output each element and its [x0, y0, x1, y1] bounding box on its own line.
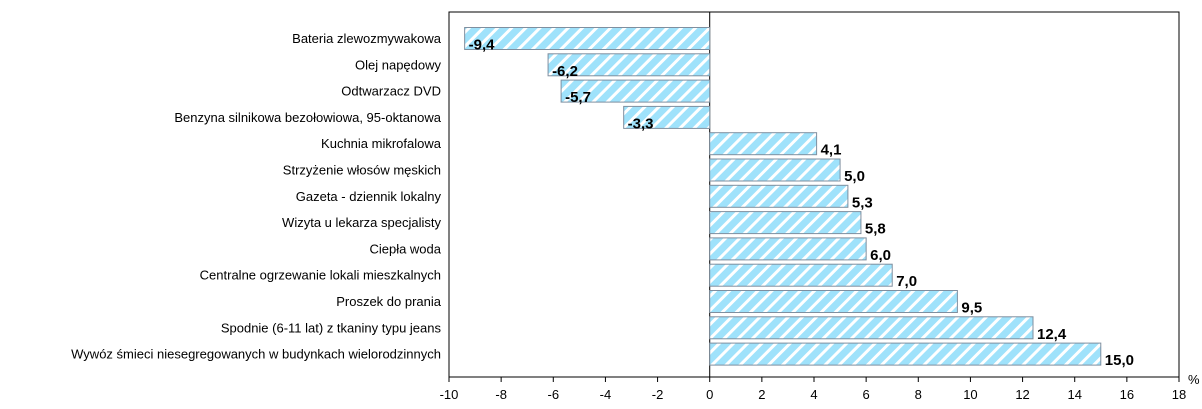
category-label: Ciepła woda [369, 241, 441, 256]
category-label: Bateria zlewozmywakowa [292, 31, 442, 46]
bar [709, 316, 1034, 340]
x-tick-label: -2 [652, 387, 664, 402]
value-label: 5,3 [852, 194, 873, 211]
value-label: 15,0 [1105, 352, 1134, 369]
value-label: 5,8 [865, 221, 886, 238]
bars-group [464, 27, 1102, 366]
x-tick-label: 4 [810, 387, 817, 402]
value-label: 5,0 [844, 168, 865, 185]
bar [709, 158, 841, 182]
category-label: Kuchnia mikrofalowa [321, 136, 442, 151]
category-label: Centralne ogrzewanie lokali mieszkalnych [200, 268, 441, 283]
bar [709, 290, 958, 313]
bar [560, 79, 711, 103]
category-label: Wizyta u lekarza specjalisty [282, 215, 441, 230]
x-tick-label: 6 [863, 387, 870, 402]
x-tick-label: -6 [548, 387, 560, 402]
x-tick-label: 14 [1067, 387, 1081, 402]
value-label: -9,4 [469, 37, 496, 54]
x-tick-label: 2 [758, 387, 765, 402]
bar [623, 105, 711, 129]
category-labels-group: Bateria zlewozmywakowa Olej napędowy Odtwa… [71, 31, 442, 362]
value-label: 6,0 [870, 247, 891, 264]
category-label: Proszek do prania [336, 294, 442, 309]
x-tick-label: 8 [915, 387, 922, 402]
x-axis: -10 -8 -6 -4 -2 0 2 4 6 8 10 12 14 16 18 [440, 377, 1186, 402]
x-tick-label: -8 [495, 387, 507, 402]
bar [709, 263, 893, 287]
value-label: 7,0 [896, 273, 917, 290]
x-axis-unit-label: % [1188, 372, 1200, 387]
category-label: Spodnie (6-11 lat) z tkaniny typu jeans [221, 320, 442, 335]
category-label: Gazeta - dziennik lokalny [296, 189, 442, 204]
value-label: -3,3 [628, 115, 654, 132]
value-label: -5,7 [565, 89, 591, 106]
value-label: 9,5 [961, 300, 982, 317]
category-label: Benzyna silnikowa bezołowiowa, 95-oktano… [174, 110, 441, 125]
x-tick-label: 18 [1172, 387, 1186, 402]
bar [709, 132, 818, 156]
bar [547, 53, 711, 77]
x-tick-label: 0 [706, 387, 713, 402]
x-tick-label: 12 [1015, 387, 1029, 402]
value-label: -6,2 [552, 63, 578, 80]
x-tick-label: 16 [1120, 387, 1134, 402]
bar [709, 237, 867, 261]
value-labels-group: -9,4 -6,2 -5,7 -3,3 4,15,0 5,3 5,8 6,0 7,0 9,5 12,… [469, 37, 1134, 370]
value-label: 4,1 [821, 142, 842, 159]
bar [709, 184, 849, 208]
category-label: Strzyżenie włosów męskich [283, 163, 441, 178]
x-tick-label: -4 [600, 387, 612, 402]
bar [464, 27, 711, 50]
x-tick-label: -10 [440, 387, 459, 402]
x-tick-label: 10 [963, 387, 977, 402]
category-label: Odtwarzacz DVD [341, 84, 441, 99]
bar [709, 342, 1102, 366]
value-label: 12,4 [1037, 326, 1067, 343]
category-label: Olej napędowy [355, 57, 441, 72]
category-label: Wywóz śmieci niesegregowanych w budynkac… [71, 347, 441, 362]
bar [709, 211, 862, 235]
